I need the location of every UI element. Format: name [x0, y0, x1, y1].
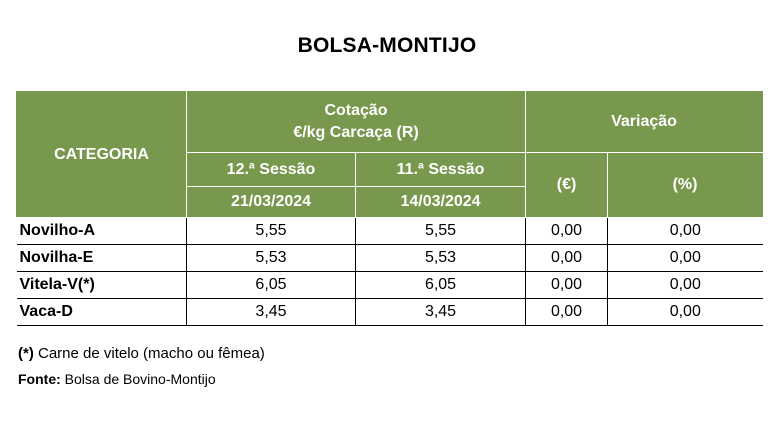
source-text: Bolsa de Bovino-Montijo: [60, 371, 216, 387]
header-price: Cotação €/kg Carcaça (R): [185, 91, 527, 153]
row-previous-price: 5,55: [354, 217, 526, 245]
price-table: CATEGORIA Cotação €/kg Carcaça (R) Varia…: [16, 91, 764, 326]
header-var-eur: (€): [525, 152, 609, 218]
header-variation: Variação: [525, 91, 764, 153]
source-label: Fonte:: [18, 371, 61, 387]
page-title: BOLSA-MONTIJO: [297, 34, 477, 57]
row-var-eur: 0,00: [525, 217, 608, 245]
table-row: Novilha-E 5,53 5,53 0,00 0,00: [16, 244, 763, 272]
header-price-line1: Cotação: [324, 102, 388, 120]
row-previous-price: 3,45: [354, 298, 526, 326]
table-row: Vaca-D 3,45 3,45 0,00 0,00: [16, 298, 763, 326]
footnote: (*) Carne de vitelo (macho ou fêmea): [18, 345, 265, 362]
row-current-price: 5,55: [186, 217, 356, 245]
table-row: Novilho-A 5,55 5,55 0,00 0,00: [16, 217, 763, 245]
row-current-price: 3,45: [186, 298, 356, 326]
row-var-pct: 0,00: [607, 271, 763, 299]
row-current-price: 5,53: [186, 244, 356, 272]
header-category: CATEGORIA: [16, 91, 187, 218]
row-category: Vitela-V(*): [16, 271, 187, 299]
row-var-pct: 0,00: [607, 244, 763, 272]
row-var-eur: 0,00: [525, 244, 608, 272]
row-var-eur: 0,00: [525, 271, 608, 299]
row-category: Vaca-D: [16, 298, 187, 326]
table-row: Vitela-V(*) 6,05 6,05 0,00 0,00: [16, 271, 763, 299]
header-session-current: 12.ª Sessão: [186, 152, 356, 187]
row-category: Novilha-E: [16, 244, 187, 272]
header-price-line2: €/kg Carcaça (R): [293, 124, 419, 141]
header-var-pct: (%): [607, 152, 764, 218]
row-category: Novilho-A: [16, 217, 187, 245]
row-var-pct: 0,00: [607, 217, 763, 245]
row-previous-price: 5,53: [354, 244, 526, 272]
header-date-previous: 14/03/2024: [354, 186, 527, 218]
header-session-previous: 11.ª Sessão: [354, 152, 527, 187]
row-var-pct: 0,00: [607, 298, 763, 326]
row-previous-price: 6,05: [354, 271, 526, 299]
row-current-price: 6,05: [186, 271, 356, 299]
source-note: Fonte: Bolsa de Bovino-Montijo: [18, 371, 216, 387]
row-var-eur: 0,00: [525, 298, 608, 326]
footnote-marker: (*): [18, 345, 34, 362]
footnote-text: Carne de vitelo (macho ou fêmea): [33, 345, 265, 362]
header-date-current: 21/03/2024: [186, 186, 356, 218]
